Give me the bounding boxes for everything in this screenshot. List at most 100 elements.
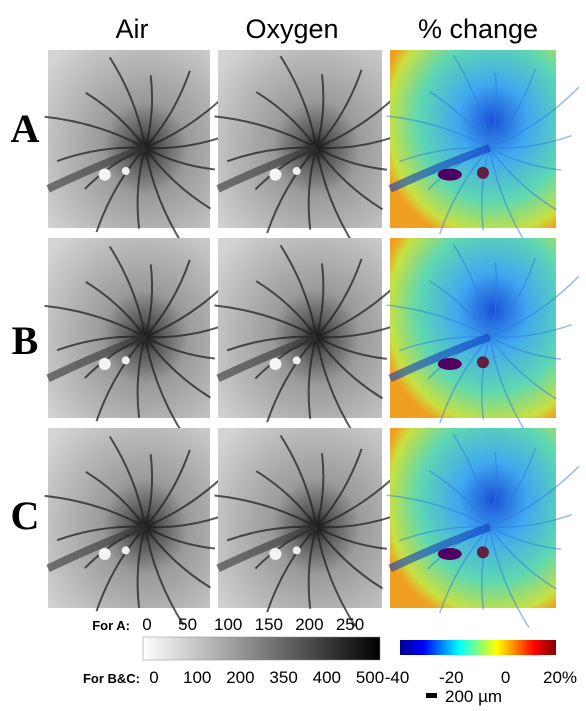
row-label: C — [11, 493, 40, 538]
vessel — [488, 526, 530, 628]
vessel — [46, 523, 147, 573]
vessel — [46, 144, 147, 193]
vessel — [316, 323, 398, 339]
vessel — [255, 91, 318, 149]
tick-label: 20% — [543, 668, 577, 687]
vessel — [266, 336, 318, 423]
tick-label: 0 — [501, 668, 510, 687]
tick-label: 50 — [178, 615, 197, 634]
image-panel — [44, 238, 233, 436]
gray-colorbar — [142, 636, 381, 661]
vessel — [307, 526, 318, 609]
vessel — [388, 144, 491, 193]
vessel — [488, 452, 498, 528]
vessel — [315, 258, 363, 338]
vessel — [95, 526, 146, 612]
vessel — [108, 56, 147, 149]
vessel — [85, 281, 147, 338]
vessel — [214, 115, 317, 149]
hot-spot — [476, 546, 489, 559]
hot-spot — [437, 548, 462, 560]
vessel — [315, 147, 384, 211]
vessel — [315, 147, 388, 171]
vessel — [315, 526, 357, 627]
bright-spot — [98, 168, 111, 181]
vessel — [315, 526, 384, 590]
vessel — [428, 279, 491, 338]
vessel — [428, 90, 491, 149]
vessel — [388, 523, 491, 573]
image-panel — [214, 238, 406, 437]
tick-label: 250 — [336, 615, 364, 634]
row-label: A — [11, 106, 40, 151]
vessel — [307, 336, 318, 419]
vessel — [144, 70, 191, 149]
vessel — [85, 91, 147, 149]
vessel — [255, 470, 318, 528]
vessel — [488, 336, 557, 400]
vessel — [144, 449, 191, 528]
bright-spot — [292, 356, 301, 365]
scale-bar-label: 200 µm — [445, 687, 502, 706]
vessel — [144, 526, 215, 550]
vessel — [144, 264, 154, 338]
bright-spot — [269, 168, 282, 181]
vessel — [388, 333, 491, 383]
image-panel — [214, 50, 406, 248]
vessel — [214, 494, 317, 528]
panels — [44, 50, 580, 628]
vessel — [144, 336, 215, 360]
vessel — [145, 324, 226, 339]
tick-label: 0 — [149, 668, 158, 687]
vessel — [315, 74, 325, 149]
vessel — [488, 262, 498, 338]
vessel — [255, 280, 318, 338]
vessel — [489, 147, 562, 171]
vessel — [108, 245, 147, 338]
hot-spot — [437, 358, 462, 370]
vessel — [307, 147, 318, 230]
hot-spot — [437, 168, 462, 181]
vessel — [145, 514, 226, 529]
vessel — [489, 526, 562, 550]
vessel — [386, 304, 490, 338]
vessel — [386, 115, 490, 149]
vessel — [266, 147, 318, 234]
vessel — [489, 513, 572, 529]
vessel — [489, 257, 537, 338]
vessel — [95, 336, 146, 422]
vessel — [489, 447, 537, 528]
vessel — [452, 433, 491, 528]
tick-label: 150 — [255, 615, 283, 634]
vessel — [481, 147, 491, 231]
vessel — [216, 523, 318, 573]
vessel — [489, 275, 580, 338]
change-colorbar — [400, 640, 556, 655]
vessel — [144, 454, 154, 528]
row-label: B — [12, 318, 39, 363]
vessel — [136, 526, 147, 608]
column-header: Air — [116, 14, 149, 44]
vessel — [44, 494, 146, 528]
vessel — [136, 147, 147, 229]
vessel — [315, 526, 388, 550]
vessel — [315, 336, 384, 400]
vessel — [481, 336, 491, 420]
vessel — [489, 86, 580, 149]
tick-label: -40 — [385, 668, 410, 687]
vessel — [316, 513, 398, 529]
vessel — [488, 336, 530, 438]
tick-labels: -40 -20 0 20% — [385, 668, 577, 687]
vessel — [214, 304, 317, 338]
tick-label: 200 — [226, 668, 254, 687]
bright-spot — [121, 546, 130, 555]
vessel — [44, 304, 146, 338]
tick-label: 0 — [142, 615, 151, 634]
vessel — [279, 55, 318, 149]
vessel — [316, 134, 398, 150]
vessel — [144, 147, 211, 210]
vessel — [481, 526, 491, 610]
image-panel — [44, 50, 233, 247]
colorbar-label: For B&C: — [83, 671, 140, 686]
